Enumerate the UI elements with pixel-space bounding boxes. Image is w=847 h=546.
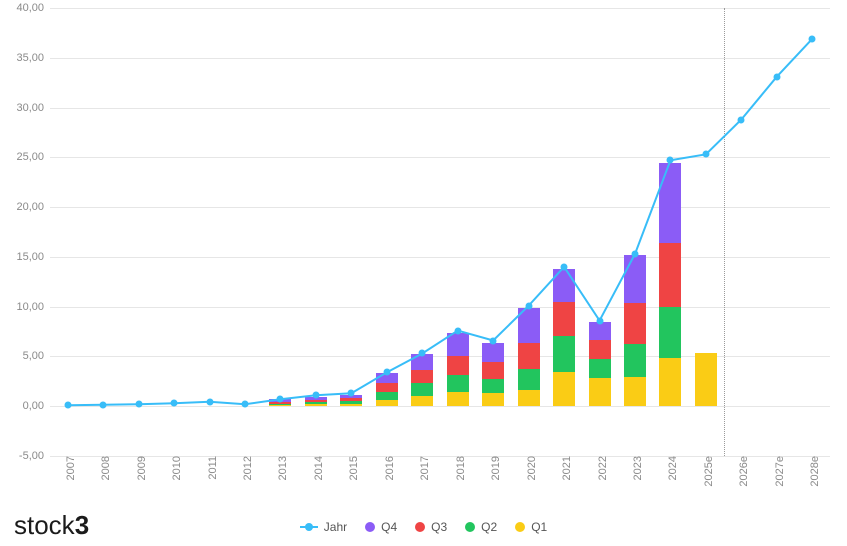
legend-label: Q1 (531, 520, 547, 534)
x-axis-label: 2010 (165, 456, 183, 480)
x-axis-label: 2009 (130, 456, 148, 480)
legend-label: Q2 (481, 520, 497, 534)
x-axis-label: 2026e (732, 456, 750, 487)
x-axis-label: 2019 (484, 456, 502, 480)
line-marker (596, 317, 603, 324)
legend-item: Q4 (365, 520, 397, 534)
legend-swatch-dot (365, 522, 375, 532)
x-axis-label: 2023 (626, 456, 644, 480)
logo-text-b: 3 (75, 510, 89, 541)
x-axis-label: 2012 (236, 456, 254, 480)
legend-label: Q3 (431, 520, 447, 534)
legend-item: Q3 (415, 520, 447, 534)
x-axis-label: 2024 (661, 456, 679, 480)
legend-swatch-dot (515, 522, 525, 532)
x-axis-label: 2016 (378, 456, 396, 480)
legend-label: Jahr (324, 520, 347, 534)
line-marker (419, 350, 426, 357)
x-axis-label: 2007 (59, 456, 77, 480)
legend-item: Q2 (465, 520, 497, 534)
line-marker (702, 151, 709, 158)
brand-logo: stock3 (14, 510, 89, 541)
x-axis-label: 2028e (803, 456, 821, 487)
line-marker (738, 116, 745, 123)
line-marker (100, 401, 107, 408)
legend-label: Q4 (381, 520, 397, 534)
x-axis-label: 2017 (413, 456, 431, 480)
y-axis-label: 30,00 (16, 102, 50, 114)
x-axis-label: 2011 (201, 456, 219, 480)
y-axis-label: 40,00 (16, 2, 50, 14)
y-axis-label: 15,00 (16, 251, 50, 263)
y-axis-label: 25,00 (16, 151, 50, 163)
legend-swatch-dot (415, 522, 425, 532)
x-axis-label: 2021 (555, 456, 573, 480)
line-marker (171, 400, 178, 407)
x-axis-label: 2022 (591, 456, 609, 480)
line-marker (667, 157, 674, 164)
line-marker (525, 302, 532, 309)
line-marker (312, 392, 319, 399)
y-axis-label: 20,00 (16, 201, 50, 213)
line-marker (242, 401, 249, 408)
x-axis-label: 2020 (520, 456, 538, 480)
x-axis-label: 2015 (342, 456, 360, 480)
legend-item: Jahr (300, 520, 347, 534)
x-axis-label: 2014 (307, 456, 325, 480)
y-axis-label: 35,00 (16, 52, 50, 64)
line-marker (454, 327, 461, 334)
line-marker (561, 263, 568, 270)
x-axis-label: 2027e (768, 456, 786, 487)
logo-text-a: stock (14, 510, 75, 541)
y-axis-label: 0,00 (23, 400, 50, 412)
x-axis-label: 2013 (271, 456, 289, 480)
y-axis-label: -5,00 (19, 450, 50, 462)
line-marker (135, 401, 142, 408)
legend-swatch-dot (465, 522, 475, 532)
x-axis-label: 2025e (697, 456, 715, 487)
line-marker (632, 250, 639, 257)
line-marker (206, 398, 213, 405)
line-marker (348, 390, 355, 397)
legend-swatch-line (300, 522, 318, 532)
x-axis-label: 2018 (449, 456, 467, 480)
y-axis-label: 10,00 (16, 301, 50, 313)
legend: Jahr Q4 Q3 Q2 Q1 (0, 520, 847, 534)
line-marker (64, 402, 71, 409)
legend-item: Q1 (515, 520, 547, 534)
line-marker (383, 369, 390, 376)
x-axis-label: 2008 (94, 456, 112, 480)
line-series (50, 8, 830, 456)
line-marker (809, 35, 816, 42)
line-marker (490, 337, 497, 344)
chart-frame: -5,00 0,00 5,00 10,00 15,00 20,00 25,00 30,00 35… (0, 0, 847, 546)
y-axis-label: 5,00 (23, 350, 50, 362)
line-marker (277, 396, 284, 403)
plot-area: -5,000,005,0010,0015,0020,0025,0030,0035… (50, 8, 830, 456)
line-marker (773, 73, 780, 80)
